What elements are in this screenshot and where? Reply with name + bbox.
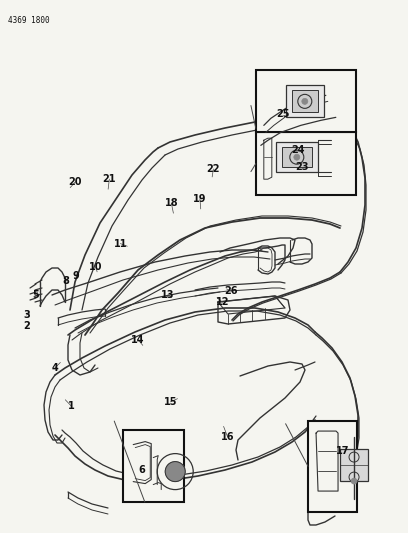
Text: 22: 22 bbox=[206, 164, 220, 174]
Bar bbox=[292, 91, 318, 112]
Bar bbox=[308, 421, 357, 512]
Bar bbox=[256, 70, 356, 132]
Text: 2: 2 bbox=[23, 321, 30, 331]
Text: 21: 21 bbox=[102, 174, 116, 184]
Text: 16: 16 bbox=[221, 432, 235, 442]
Text: 9: 9 bbox=[72, 271, 79, 280]
Text: 12: 12 bbox=[215, 297, 229, 307]
Bar bbox=[340, 449, 368, 481]
Bar bbox=[286, 85, 324, 117]
Text: 17: 17 bbox=[336, 447, 350, 456]
Circle shape bbox=[294, 154, 300, 160]
Bar bbox=[256, 132, 356, 195]
Text: 20: 20 bbox=[69, 177, 82, 187]
Text: 23: 23 bbox=[295, 163, 309, 172]
Text: 13: 13 bbox=[161, 290, 175, 300]
Text: 24: 24 bbox=[291, 146, 305, 155]
Text: 14: 14 bbox=[131, 335, 145, 344]
Text: 15: 15 bbox=[164, 397, 177, 407]
Text: 4: 4 bbox=[52, 363, 58, 373]
Text: 8: 8 bbox=[63, 276, 69, 286]
Text: 10: 10 bbox=[89, 262, 103, 272]
Text: 25: 25 bbox=[276, 109, 290, 118]
Text: 5: 5 bbox=[32, 290, 39, 300]
Text: 19: 19 bbox=[193, 194, 207, 204]
Text: 4369 1800: 4369 1800 bbox=[8, 16, 50, 25]
Circle shape bbox=[302, 99, 308, 104]
Text: 18: 18 bbox=[164, 198, 178, 208]
Circle shape bbox=[165, 462, 185, 482]
Bar bbox=[123, 430, 184, 502]
Bar bbox=[276, 142, 318, 172]
Text: 3: 3 bbox=[23, 310, 30, 320]
Text: 26: 26 bbox=[224, 286, 238, 296]
Text: 6: 6 bbox=[139, 465, 145, 475]
Bar bbox=[282, 147, 312, 167]
Text: 11: 11 bbox=[113, 239, 127, 248]
Text: 1: 1 bbox=[68, 401, 75, 411]
Circle shape bbox=[351, 478, 357, 484]
